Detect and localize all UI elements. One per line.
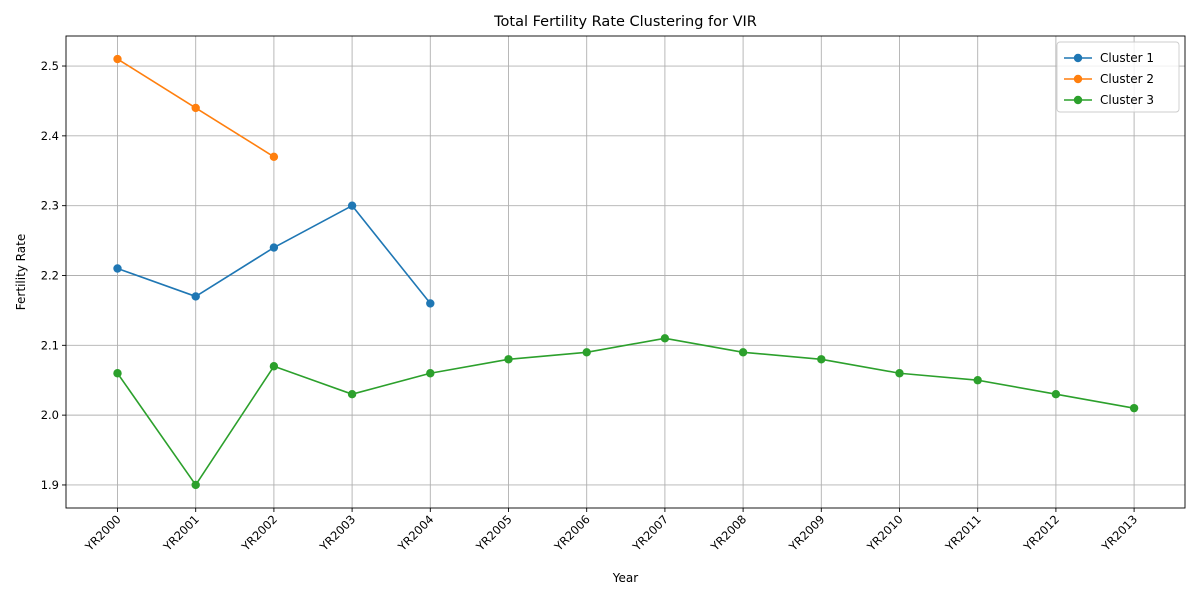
data-point	[269, 243, 279, 252]
plot-frame	[65, 35, 1186, 509]
data-point	[191, 292, 200, 301]
y-tick-label: 1.9	[41, 478, 59, 492]
chart-title: Total Fertility Rate Clustering for VIR	[493, 14, 757, 30]
data-point	[426, 299, 435, 308]
series-2	[113, 54, 279, 161]
data-point	[269, 362, 279, 371]
data-point	[973, 376, 982, 385]
data-point	[113, 54, 122, 64]
data-point	[504, 355, 513, 364]
data-point	[113, 369, 122, 378]
y-tick-label: 2.4	[41, 129, 59, 143]
data-point	[191, 103, 200, 113]
legend-label: Cluster 2	[1100, 72, 1154, 86]
data-point	[426, 369, 435, 378]
y-tick-label: 2.1	[41, 338, 59, 352]
y-tick-label: 2.0	[41, 408, 59, 422]
y-axis-label: Fertility Rate	[14, 234, 28, 310]
data-point	[347, 201, 357, 210]
y-tick-label: 2.2	[41, 268, 59, 282]
series-1	[113, 201, 435, 308]
legend: Cluster 1 Cluster 2 Cluster 3	[1056, 41, 1180, 113]
legend-box	[1056, 41, 1180, 113]
legend-label: Cluster 3	[1100, 93, 1154, 107]
legend-label: Cluster 1	[1100, 51, 1154, 65]
data-point	[347, 389, 357, 399]
data-point	[113, 264, 122, 273]
y-tick-label: 2.3	[41, 199, 59, 213]
legend-marker	[1073, 53, 1083, 63]
data-point	[738, 348, 748, 357]
data-point	[817, 355, 826, 364]
x-axis-label: Year	[612, 571, 638, 585]
legend-marker	[1073, 74, 1083, 84]
series-layer	[113, 54, 1139, 490]
data-point	[191, 480, 200, 490]
data-point	[895, 369, 904, 378]
y-tick-label: 2.5	[41, 59, 59, 73]
series-line	[116, 337, 1135, 486]
data-point	[1129, 403, 1139, 413]
data-point	[582, 348, 591, 357]
data-point	[660, 334, 670, 343]
data-point	[269, 152, 279, 161]
series-3	[113, 334, 1139, 490]
legend-marker	[1073, 95, 1083, 105]
data-point	[1051, 389, 1061, 399]
y-axis-ticks: 1.9 2.0 2.1 2.2 2.3 2.4 2.5	[41, 59, 66, 492]
